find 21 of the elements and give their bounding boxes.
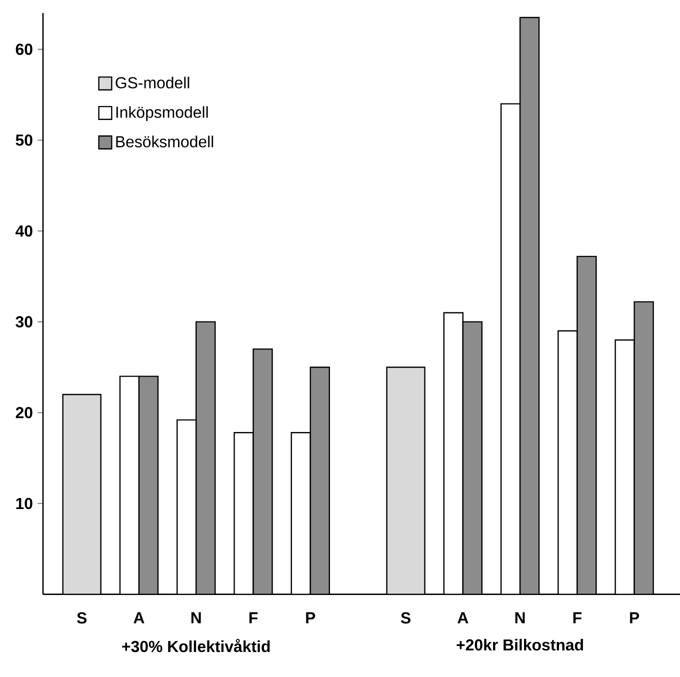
x-tick-label: F	[249, 612, 258, 624]
text: +30% Kollektivåktid	[122, 638, 270, 652]
x-tick-label: N	[191, 612, 201, 624]
x-tick-label: N	[515, 612, 525, 624]
x-tick-label: S	[400, 612, 410, 624]
y-tick-label: 40	[16, 225, 32, 237]
x-tick-label: S	[77, 612, 87, 624]
x-tick-label: P	[630, 612, 640, 624]
legend-label: Inköpsmodell	[116, 106, 208, 122]
x-tick-label: P	[306, 612, 316, 624]
y-tick-label: 10	[16, 498, 32, 510]
legend-label: GS-modell	[116, 76, 190, 88]
x-tick-label: A	[458, 612, 468, 624]
legend-label: Besöksmodell	[116, 136, 214, 148]
y-tick-label: 60	[16, 44, 32, 55]
x-tick-label: F	[573, 612, 582, 624]
x-tick-label: A	[134, 612, 144, 624]
y-tick-label: 30	[16, 316, 32, 328]
y-tick-label: 20	[16, 407, 32, 418]
y-tick-label: 50	[16, 134, 32, 146]
text: +20kr Bilkostnad	[456, 638, 583, 651]
